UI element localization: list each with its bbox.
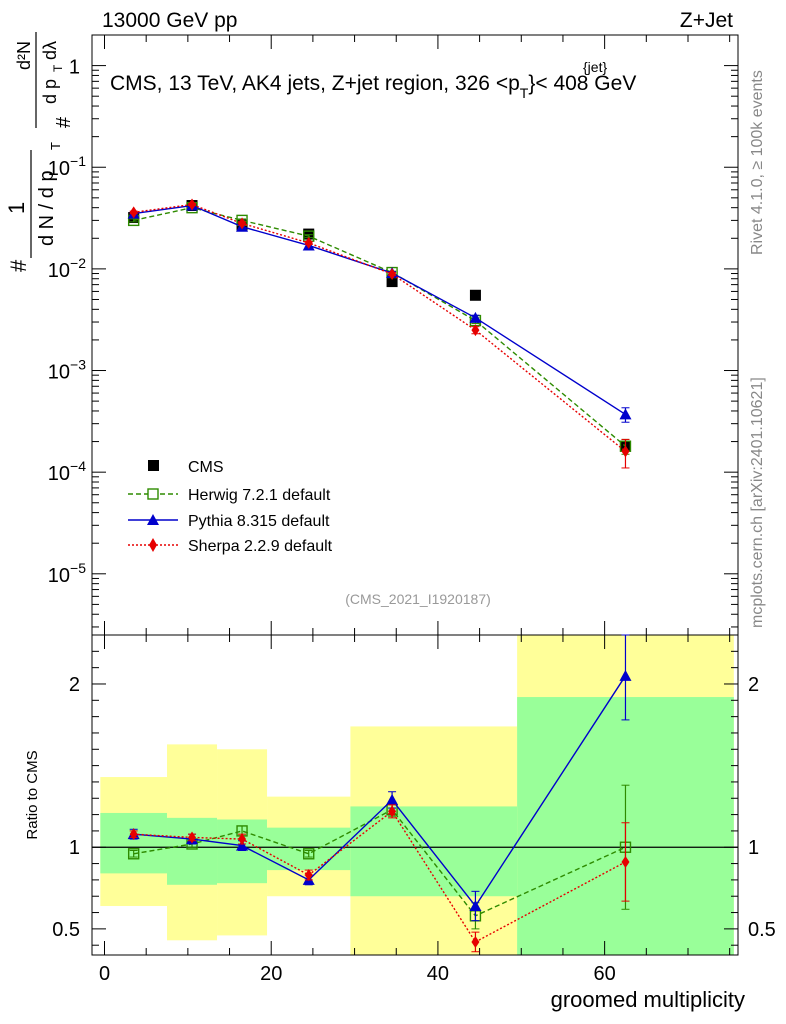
plot-title-main: CMS, 13 TeV, AK4 jets, Z+jet region, 326…	[110, 72, 520, 95]
mcplots-label: mcplots.cern.ch [arXiv:2401.10621]	[749, 377, 766, 628]
ylabel-hash: #	[6, 259, 31, 272]
lower-point-pythia-6	[619, 669, 632, 681]
upper-point-cms-4	[386, 276, 398, 288]
lower-point-sherpa-1	[188, 831, 197, 844]
x-axis: 0 20 40 60	[99, 35, 731, 985]
upper-series-cms	[128, 200, 631, 452]
lower-point-sherpa-2	[238, 833, 247, 846]
upper-y-axis: 1 10−1 10−2 10−3 10−4 10−5	[48, 34, 738, 628]
upper-tick-label-5: 10−5	[48, 560, 86, 587]
upper-point-sherpa-3	[304, 236, 313, 249]
ylabel-hash2: #	[53, 116, 75, 128]
ylabel-dn: d N / d p	[36, 170, 58, 246]
upper-point-cms-5	[469, 289, 481, 301]
legend-herwig-label: Herwig 7.2.1 default	[188, 487, 331, 504]
upper-point-sherpa-0	[129, 206, 138, 219]
legend-pythia-marker	[147, 514, 159, 525]
lower-tick-label-right-0: 0.5	[748, 919, 776, 941]
lower-point-sherpa-4	[388, 805, 397, 818]
upper-point-sherpa-5	[471, 324, 480, 337]
upper-point-pythia-6	[619, 408, 632, 420]
header-energy: 13000 GeV pp	[102, 9, 237, 32]
upper-tick-label-0: 1	[69, 57, 80, 79]
legend: CMS Herwig 7.2.1 default Pythia 8.315 de…	[128, 459, 333, 555]
upper-y-label: # 1 d N / d p T # d²N d p T dλ	[4, 32, 75, 272]
upper-series-sherpa	[129, 198, 630, 469]
upper-point-sherpa-1	[188, 198, 197, 211]
upper-point-sherpa-2	[238, 217, 247, 230]
ylabel-t2: T	[51, 64, 65, 72]
lower-point-pythia-2	[236, 839, 249, 851]
analysis-id: (CMS_2021_I1920187)	[345, 591, 491, 607]
lower-point-pythia-4	[386, 793, 399, 805]
lower-y-axis: 0.5 0.5 1 1 2 2	[52, 650, 776, 946]
x-tick-label-1: 20	[260, 963, 282, 985]
uncertainty-bands	[92, 635, 738, 955]
band-inner-0	[100, 812, 168, 874]
x-tick-label-0: 0	[99, 963, 110, 985]
lower-tick-label-right-2: 2	[748, 674, 759, 696]
x-axis-label: groomed multiplicity	[551, 987, 745, 1012]
lower-point-herwig-0	[127, 848, 140, 860]
lower-series	[127, 634, 632, 953]
lower-point-herwig-3	[303, 848, 315, 860]
upper-series-herwig	[127, 201, 632, 455]
legend-sherpa-label: Sherpa 2.2.9 default	[188, 538, 333, 555]
plot-title-superscript: {jet}	[583, 59, 607, 75]
legend-cms-marker	[148, 460, 159, 471]
plot-title-end: }< 408 GeV	[528, 72, 636, 95]
legend-cms-label: CMS	[188, 459, 224, 476]
lower-tick-label-right-1: 1	[748, 837, 759, 859]
lower-point-sherpa-0	[129, 828, 138, 841]
lower-point-pythia-5	[469, 900, 482, 912]
band-inner-1	[167, 817, 218, 885]
upper-tick-label-3: 10−3	[48, 357, 86, 384]
x-tick-label-3: 60	[594, 963, 616, 985]
upper-tick-label-2: 10−2	[48, 255, 86, 282]
lower-series-sherpa	[129, 804, 630, 953]
upper-tick-label-4: 10−4	[48, 458, 86, 485]
upper-series	[127, 198, 632, 469]
header-process: Z+Jet	[680, 9, 733, 32]
ylabel-dl: dλ	[40, 41, 60, 60]
upper-point-cms-3	[303, 228, 315, 240]
plot-title-sub: T	[520, 85, 529, 101]
upper-tick-label-1: 10−1	[48, 153, 86, 180]
upper-point-sherpa-4	[388, 268, 397, 281]
upper-point-sherpa-6	[621, 445, 630, 458]
legend-sherpa-marker	[149, 538, 157, 552]
upper-line-sherpa	[133, 203, 626, 452]
ylabel-one: 1	[4, 202, 29, 214]
ylabel-t1: T	[48, 142, 63, 150]
lower-tick-label-left-1: 1	[69, 837, 80, 859]
lower-frame	[91, 634, 739, 956]
ylabel-d2n: d²N	[14, 41, 34, 70]
lower-point-sherpa-3	[304, 869, 313, 881]
lower-point-sherpa-6	[621, 855, 630, 868]
band-inner-4	[350, 806, 518, 897]
lower-tick-label-left-0: 0.5	[52, 919, 80, 941]
upper-line-herwig	[133, 206, 626, 447]
x-tick-label-2: 40	[427, 963, 449, 985]
rivet-label: Rivet 4.1.0, ≥ 100k events	[749, 70, 766, 255]
upper-point-pythia-5	[469, 311, 482, 323]
lower-point-sherpa-5	[471, 935, 480, 948]
ylabel-dpt: d p	[40, 79, 60, 104]
legend-herwig-marker	[147, 488, 159, 500]
legend-pythia-label: Pythia 8.315 default	[188, 513, 330, 530]
lower-y-label: Ratio to CMS	[24, 750, 41, 839]
upper-line-pythia	[133, 204, 626, 415]
plot-title: CMS, 13 TeV, AK4 jets, Z+jet region, 326…	[110, 72, 636, 101]
lower-tick-label-left-2: 2	[69, 674, 80, 696]
